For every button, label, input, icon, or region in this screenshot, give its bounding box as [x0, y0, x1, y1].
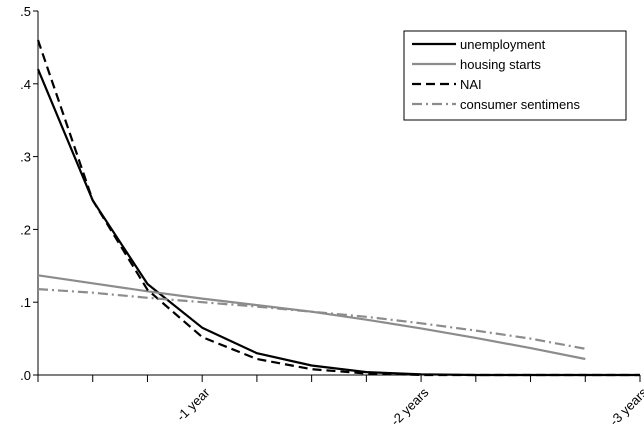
legend-box [403, 30, 627, 121]
y-tick-label: .3 [20, 150, 31, 165]
x-tick-label: -1 year [173, 384, 213, 424]
plot-lines [36, 39, 640, 377]
legend-label: consumer sentimens [460, 97, 580, 112]
legend-label: unemployment [460, 37, 546, 52]
y-tick-label: .0 [20, 368, 31, 383]
legend-label: NAI [460, 77, 482, 92]
x-tick-label: -3 years [607, 384, 644, 428]
series-line-consumer-sentimens [37, 288, 586, 350]
series-line-housing-starts [37, 274, 586, 361]
x-tick-label: -2 years [388, 384, 432, 428]
legend: unemployment housing starts NAI consumer se… [403, 30, 627, 121]
y-tick-label: .2 [20, 222, 31, 237]
y-tick-label: .5 [20, 4, 31, 19]
series-line-NAI [36, 39, 640, 377]
y-tick-label: .1 [20, 295, 31, 310]
y-tick-label: .4 [20, 77, 31, 92]
legend-label: housing starts [460, 57, 541, 72]
